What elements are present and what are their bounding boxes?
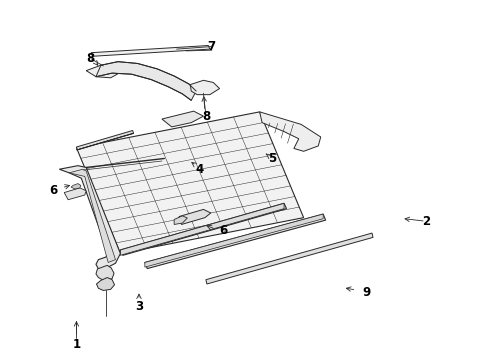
Text: 8: 8	[202, 110, 210, 123]
Text: 7: 7	[208, 40, 216, 53]
Text: 6: 6	[49, 184, 58, 197]
Polygon shape	[96, 62, 196, 100]
Polygon shape	[121, 203, 287, 255]
Polygon shape	[145, 214, 323, 267]
Text: 6: 6	[220, 224, 228, 238]
Polygon shape	[71, 184, 81, 189]
Polygon shape	[76, 131, 134, 150]
Polygon shape	[76, 134, 134, 150]
Text: 5: 5	[268, 152, 276, 165]
Text: 8: 8	[86, 51, 95, 64]
Polygon shape	[179, 210, 211, 225]
Text: 9: 9	[362, 286, 370, 299]
Polygon shape	[96, 265, 114, 280]
Polygon shape	[174, 216, 187, 225]
Polygon shape	[86, 65, 121, 78]
Polygon shape	[76, 112, 304, 253]
Polygon shape	[91, 45, 210, 56]
Polygon shape	[59, 166, 121, 270]
Polygon shape	[97, 278, 115, 291]
Polygon shape	[206, 233, 373, 284]
Polygon shape	[260, 112, 321, 151]
Text: 1: 1	[73, 338, 80, 351]
Text: 2: 2	[422, 215, 430, 228]
Polygon shape	[190, 80, 220, 95]
Polygon shape	[64, 188, 86, 200]
Polygon shape	[121, 203, 284, 255]
Text: 3: 3	[135, 300, 143, 313]
Polygon shape	[162, 111, 203, 127]
Polygon shape	[145, 214, 326, 269]
Text: 4: 4	[196, 163, 204, 176]
Polygon shape	[69, 169, 116, 262]
